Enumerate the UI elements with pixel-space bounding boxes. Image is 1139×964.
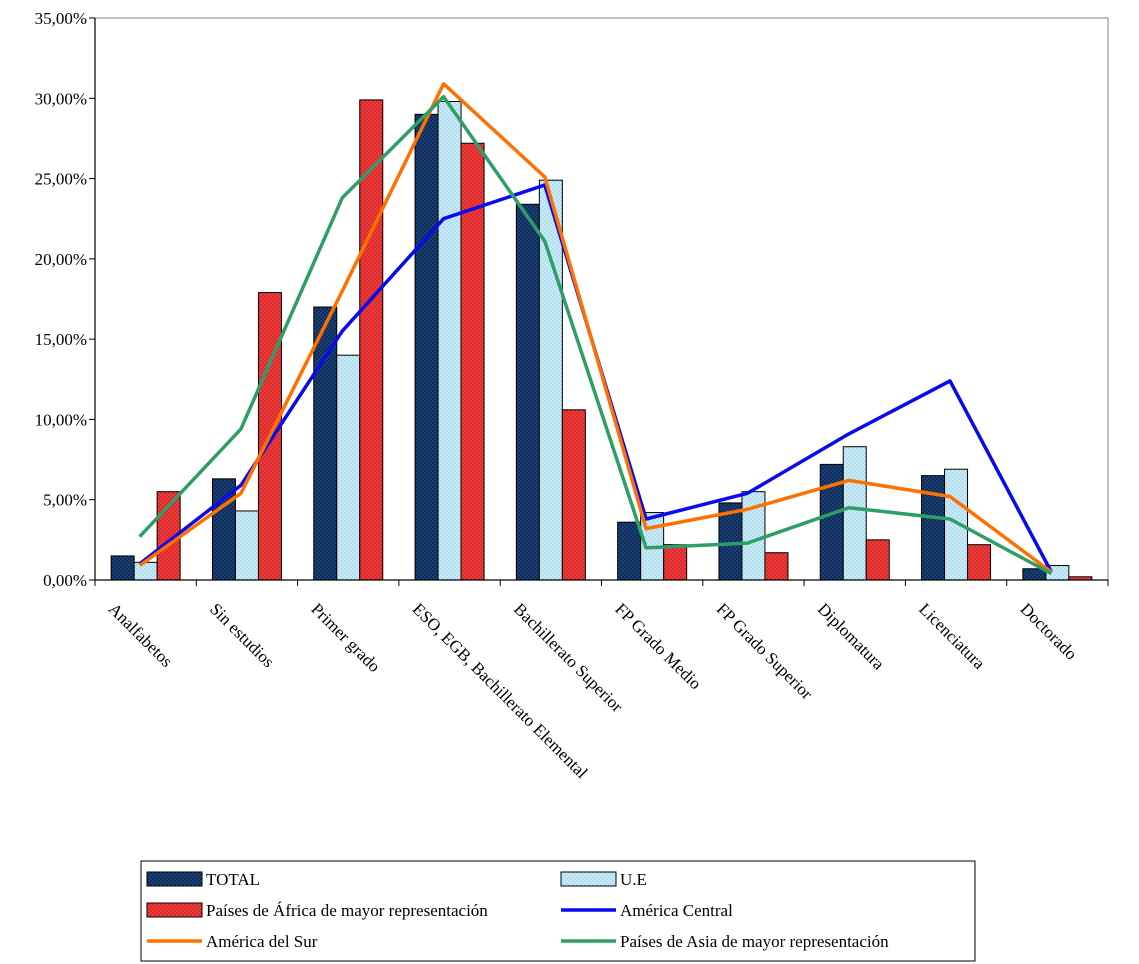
bar-1-5 — [515, 203, 540, 581]
x-category-label: Diplomatura — [814, 599, 889, 674]
x-category-label: Bachillerato Superior — [510, 599, 627, 716]
bar-3-5 — [561, 409, 586, 581]
legend-swatch-1 — [146, 871, 203, 887]
bar-3-7 — [764, 552, 789, 581]
y-tick-label: 20,00% — [35, 250, 87, 269]
y-axis: 0,00% 5,00% 10,00% 15,00% 20,00% 25,00% 30,00%… — [35, 9, 96, 590]
y-tick-label: 10,00% — [35, 410, 87, 429]
x-category-label: Licenciatura — [915, 599, 989, 673]
x-axis: Analfabetos Sin estudios Primer grado ESO, … — [94, 579, 1109, 782]
x-category-label: Doctorado — [1017, 599, 1081, 663]
y-tick-label: 30,00% — [35, 89, 87, 108]
bar-2-8 — [842, 446, 867, 581]
y-tick-label: 25,00% — [35, 170, 87, 189]
x-category-label: Sin estudios — [206, 599, 278, 671]
legend-label-3: Países de África de mayor representación — [206, 901, 488, 920]
y-tick-label: 0,00% — [43, 571, 87, 590]
bars — [110, 99, 1093, 581]
line-series-2 — [138, 82, 1053, 574]
y-tick-label: 35,00% — [35, 9, 87, 28]
bar-2-1 — [133, 561, 158, 581]
bar-2-4 — [437, 100, 462, 581]
bar-1-3 — [313, 306, 338, 581]
bar-1-4 — [414, 113, 439, 581]
legend-box — [140, 860, 976, 962]
line-series-3 — [138, 94, 1053, 576]
x-category-label: FP Grado Medio — [611, 599, 705, 693]
bar-1-1 — [110, 555, 135, 581]
y-tick-label: 5,00% — [43, 491, 87, 510]
legend-label-2: U.E — [620, 870, 647, 889]
bar-1-6 — [617, 521, 642, 581]
bar-2-3 — [336, 354, 361, 581]
x-category-label: Analfabetos — [105, 599, 177, 671]
bar-2-9 — [944, 468, 969, 581]
legend-swatch-3 — [146, 902, 203, 918]
series-lines — [138, 82, 1053, 576]
y-tick-label: 15,00% — [35, 330, 87, 349]
legend-label-5: América del Sur — [206, 932, 318, 951]
legend: TOTAL U.E Países de África de mayor repres… — [140, 860, 976, 962]
bar-2-2 — [234, 510, 259, 581]
x-category-label: FP Grado Superior — [713, 599, 817, 703]
bar-3-8 — [865, 539, 890, 581]
legend-swatch-2 — [560, 871, 617, 887]
bar-3-6 — [663, 544, 688, 581]
bar-3-9 — [967, 544, 992, 581]
legend-label-1: TOTAL — [206, 870, 260, 889]
x-category-label: Primer grado — [307, 599, 384, 676]
bar-3-3 — [359, 99, 384, 581]
legend-label-4: América Central — [620, 901, 733, 920]
x-category-label: ESO, EGB, Bachillerato Elemental — [409, 599, 592, 782]
legend-label-6: Países de Asia de mayor representación — [620, 932, 889, 951]
